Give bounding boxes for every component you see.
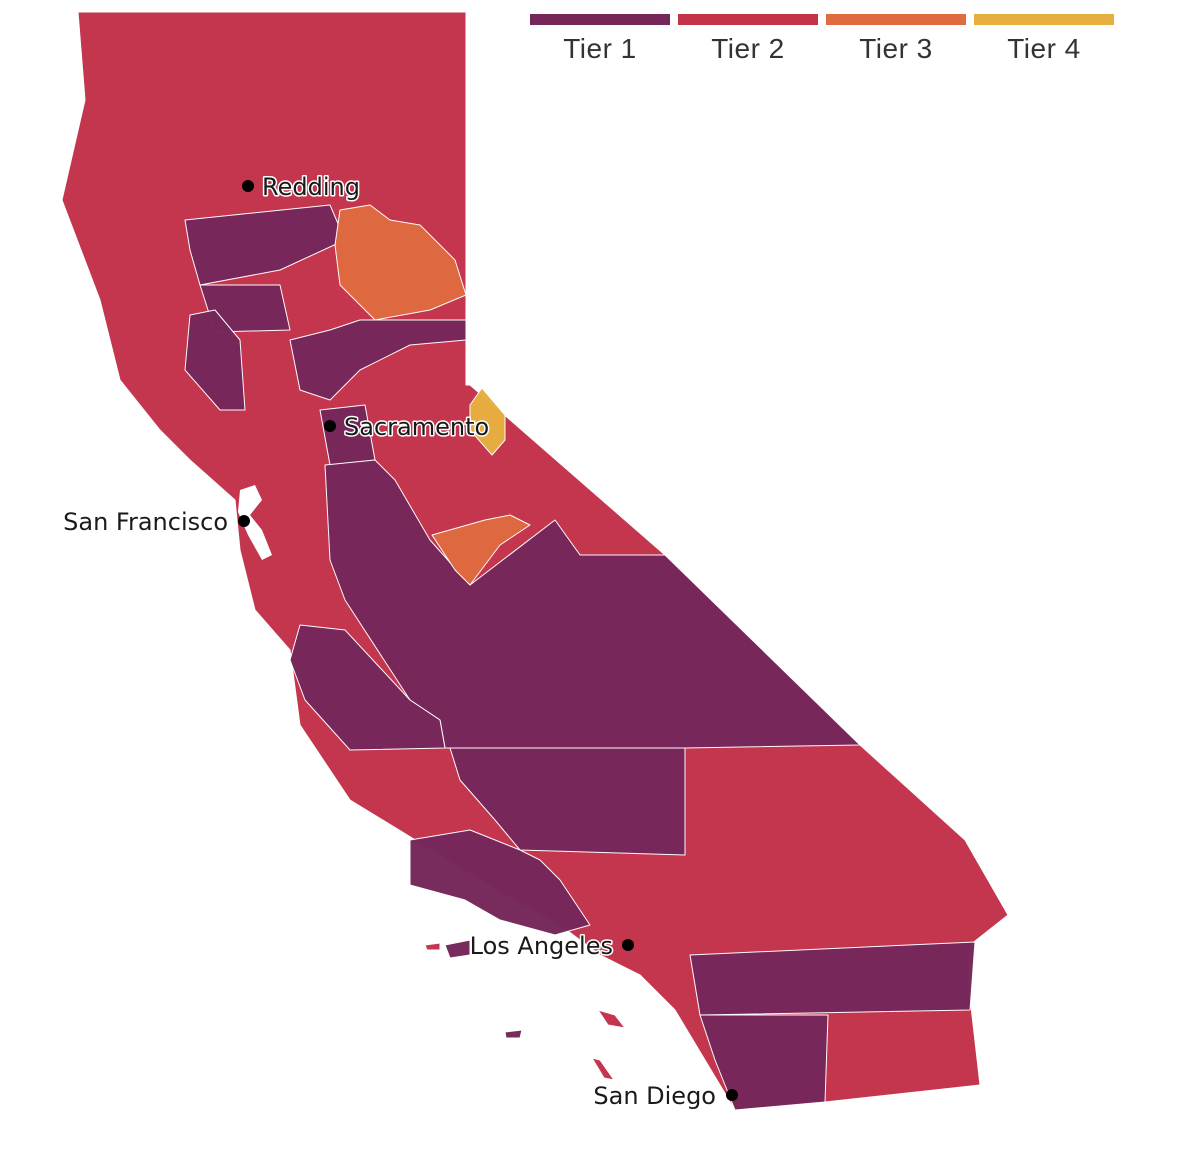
county-trinity-tier-1 (184, 204, 346, 286)
city-label-los-angeles: Los Angeles (470, 932, 613, 960)
island-santa-rosa-tier-2 (424, 942, 441, 951)
county-lassen-plumas-tier-3 (334, 204, 467, 321)
legend-label: Tier 3 (859, 33, 933, 64)
city-dot (238, 515, 250, 527)
city-label-san-diego: San Diego (593, 1082, 716, 1110)
county-riverside-tier-1 (689, 941, 976, 1016)
county-lake-tier-1 (184, 309, 246, 411)
city-marker-san-diego: San Diego (592, 1081, 738, 1112)
city-label-redding: Redding (262, 173, 360, 201)
city-marker-sacramento: Sacramento (324, 412, 491, 443)
island-catalina-tier-2 (597, 1009, 626, 1029)
city-dot (324, 420, 336, 432)
county-mariposa-tier-3 (431, 514, 531, 586)
legend-item-tier-2: Tier 2 (678, 14, 818, 65)
county-yuba-sutter-tier-1 (289, 319, 467, 401)
legend-swatch (826, 14, 966, 25)
county-monterey-tier-1 (289, 624, 446, 751)
island-san-nicolas-tier-1 (504, 1029, 523, 1039)
legend-item-tier-4: Tier 4 (974, 14, 1114, 65)
city-dot (726, 1089, 738, 1101)
legend-label: Tier 1 (563, 33, 637, 64)
city-marker-san-francisco: San Francisco (62, 507, 250, 538)
county-san-diego-tier-1 (699, 1014, 829, 1111)
legend-label: Tier 4 (1007, 33, 1081, 64)
legend-label: Tier 2 (711, 33, 785, 64)
central-valley-tier-1 (324, 459, 861, 749)
city-label-san-francisco: San Francisco (63, 508, 228, 536)
city-label-sacramento: Sacramento (344, 413, 489, 441)
city-marker-redding: Redding (242, 172, 361, 203)
city-dot (242, 180, 254, 192)
san-francisco-bay (238, 485, 272, 560)
legend-item-tier-1: Tier 1 (530, 14, 670, 65)
legend-swatch (678, 14, 818, 25)
legend-item-tier-3: Tier 3 (826, 14, 966, 65)
island-santa-cruz-tier-1 (444, 939, 471, 959)
city-marker-los-angeles: Los Angeles (468, 931, 634, 962)
city-dot (622, 939, 634, 951)
legend-swatch (530, 14, 670, 25)
county-alpine-tier-4 (469, 387, 506, 456)
tier-legend: Tier 1 Tier 2 Tier 3 Tier 4 (530, 14, 1114, 65)
county-ventura-la-tier-1 (409, 829, 591, 936)
island-san-clemente-tier-2 (591, 1057, 615, 1081)
legend-swatch (974, 14, 1114, 25)
